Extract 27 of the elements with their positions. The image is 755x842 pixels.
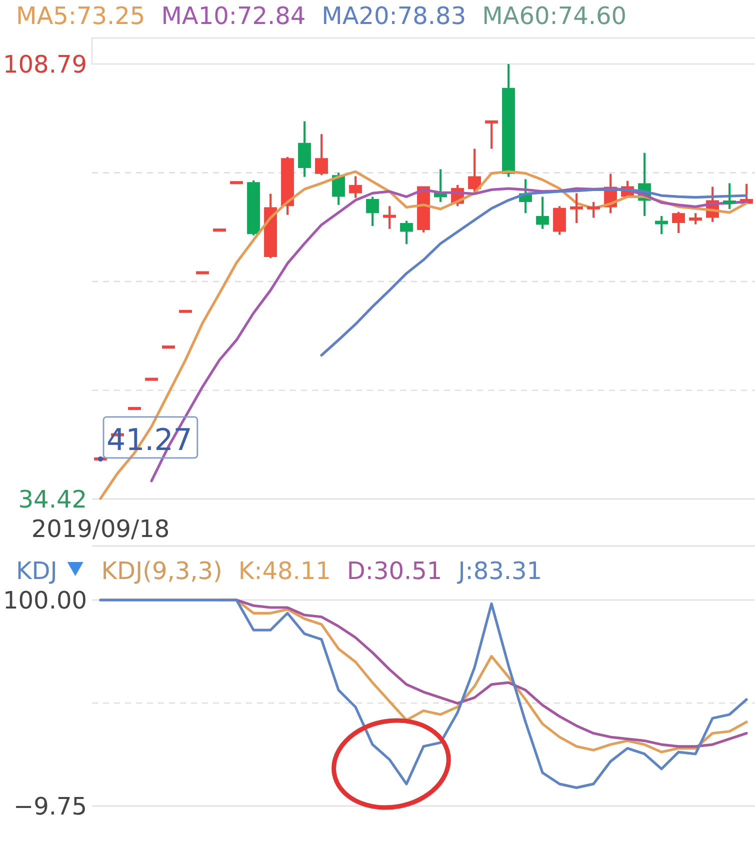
candlestick	[723, 183, 736, 209]
y-tick-label: 34.42	[18, 486, 87, 514]
candlestick	[400, 220, 413, 244]
series-label: D:30.51	[346, 557, 442, 585]
series-label: K:48.11	[238, 557, 331, 585]
candlestick	[655, 216, 668, 234]
chart-title: KDJ	[16, 557, 58, 585]
candlestick	[230, 181, 243, 184]
candlestick	[383, 206, 396, 229]
candlestick	[689, 213, 702, 224]
line-series	[99, 170, 748, 500]
text: MA5:73.25	[16, 2, 146, 30]
y-tick-label: 108.79	[3, 50, 87, 79]
line-series	[99, 598, 748, 789]
candlestick	[570, 193, 583, 224]
text: MA10:72.84	[161, 2, 306, 30]
x-tick-label: 2019/09/18	[31, 515, 170, 543]
candlestick	[315, 134, 328, 176]
line-series	[320, 188, 748, 357]
candlestick	[587, 202, 600, 218]
legend-title: KDJ(9,3,3)	[101, 557, 222, 585]
y-tick-label: −9.75	[13, 792, 87, 821]
legend-label: MA60:74.60	[482, 2, 627, 30]
text: MA20:78.83	[322, 2, 466, 30]
y-tick-label: 100.00	[3, 586, 87, 615]
candlestick	[536, 196, 549, 229]
series-label: J:83.31	[456, 557, 542, 585]
